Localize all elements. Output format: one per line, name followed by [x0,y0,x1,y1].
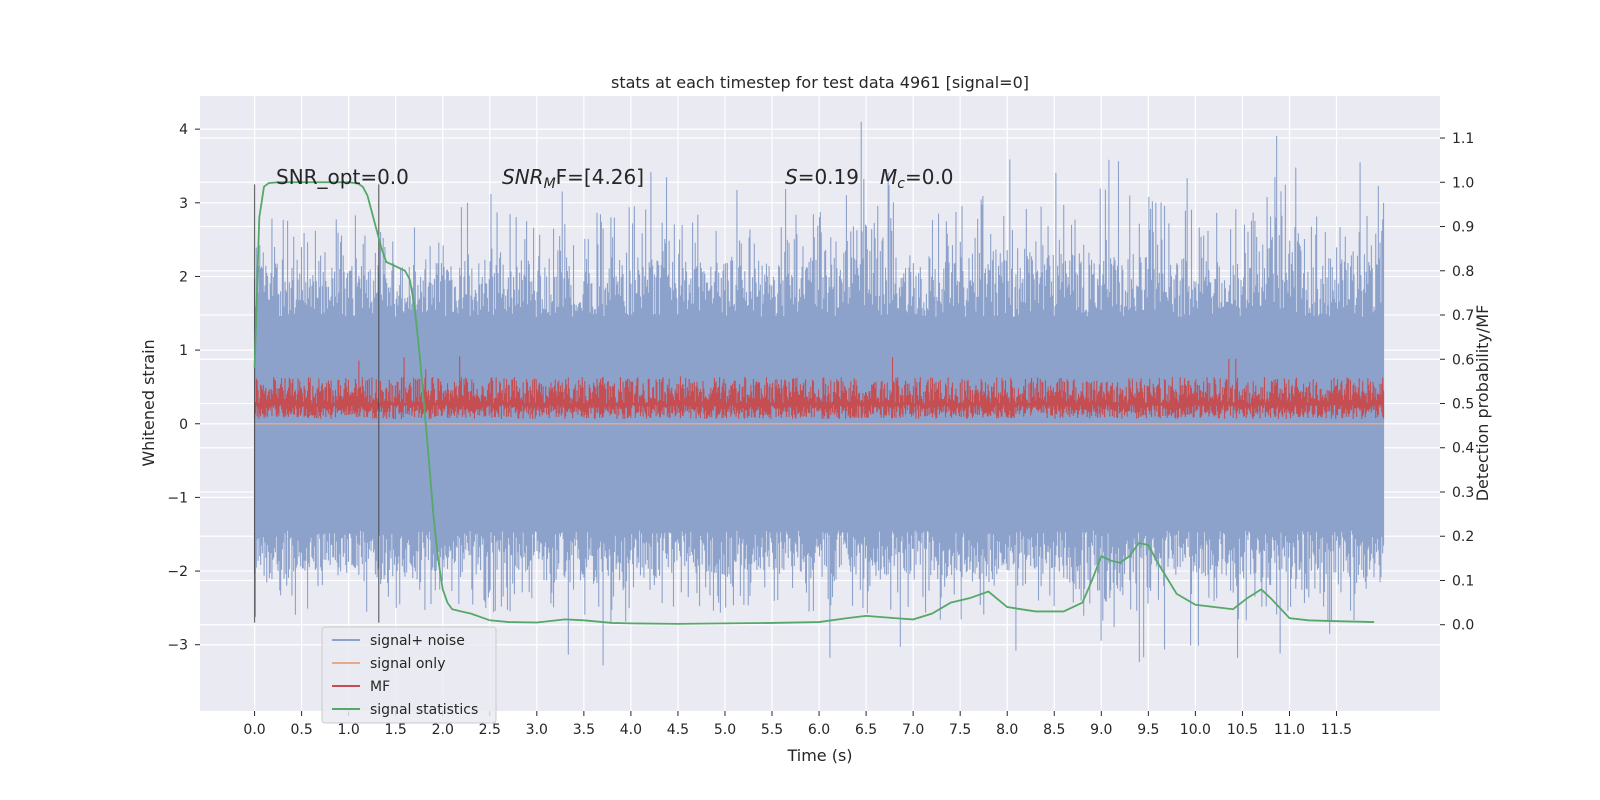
y-right-tick-label-10: 1.0 [1452,175,1474,191]
y-right-tick-label-5: 0.5 [1452,397,1474,413]
x-axis-title: Time (s) [786,746,852,765]
y-right-tick-label-6: 0.6 [1452,352,1474,368]
marker-lines [253,184,380,623]
x-tick-label-9: 4.5 [667,722,689,738]
x-tick-label-5: 2.5 [479,722,501,738]
x-tick-label-2: 1.0 [338,722,360,738]
annotation-snr-mf-main: SNR [502,165,544,189]
legend-label-signal-noise: signal+ noise [370,633,465,649]
x-tick-label-6: 3.0 [526,722,548,738]
legend-box [321,626,497,724]
annotation-mc-sub: c [897,176,905,192]
x-tick-label-16: 8.0 [996,722,1018,738]
x-tick-label-4: 2.0 [432,722,454,738]
x-tick-label-1: 0.5 [290,722,312,738]
x-tick-label-13: 6.5 [855,722,877,738]
x-tick-label-15: 7.5 [949,722,971,738]
signal-statistics-line [253,181,1375,625]
y-right-tick-label-2: 0.2 [1452,529,1474,545]
legend-label-mf: MF [370,679,390,695]
annotation-mc-rest: =0.0 [905,165,954,189]
y-right-tick-label-7: 0.7 [1452,308,1474,324]
annotation-snr-mf-rest: F=[4.26] [556,165,644,189]
x-tick-label-3: 1.5 [385,722,407,738]
legend: signal+ noise signal only MF signal stat… [321,626,497,724]
legend-label-signal-statistics: signal statistics [370,702,478,718]
annotation-snr-mf: SNRMF=[4.26] [502,165,644,192]
y-right-tick-label-4: 0.4 [1452,441,1474,457]
annotation-snr-mf-sub: M [544,176,556,192]
y-right-tick-label-1: 0.1 [1452,573,1474,589]
x-tick-label-22: 11.0 [1274,722,1305,738]
x-tick-label-8: 4.0 [620,722,642,738]
y-right-axis-title: Detection probability/MF [1473,305,1492,502]
y-left-axis-title: Whitened strain [139,339,158,466]
y-left-tick-label-5: 2 [179,269,188,285]
annotation-s-rest: =0.19 [798,165,859,189]
y-right-tick-label-11: 1.1 [1452,131,1474,147]
y-right-tick-label-3: 0.3 [1452,485,1474,501]
annotation-snr-opt: SNR_opt=0.0 [276,165,409,189]
y-right-tick-label-8: 0.8 [1452,264,1474,280]
annotation-s-main: S [785,165,798,189]
annotation-mc: Mc=0.0 [880,165,954,192]
x-tick-label-18: 9.0 [1090,722,1112,738]
x-tick-label-23: 11.5 [1321,722,1352,738]
y-right-tick-label-9: 0.9 [1452,220,1474,236]
tick-labels: 0.0 0.5 1.0 1.5 2.0 2.5 3.0 3.5 4.0 4.5 5.0 5.5 6.0 6… [167,122,1474,738]
x-tick-label-11: 5.5 [761,722,783,738]
x-tick-label-7: 3.5 [573,722,595,738]
x-tick-label-10: 5.0 [714,722,736,738]
series-signal-statistics [253,181,1375,625]
x-tick-label-14: 7.0 [902,722,924,738]
annotation-s: S=0.19 [785,165,859,189]
y-right-tick-label-0: 0.0 [1452,618,1474,634]
x-tick-label-19: 9.5 [1137,722,1159,738]
y-left-tick-label-4: 1 [179,343,188,359]
y-left-tick-label-7: 4 [179,122,188,138]
y-left-tick-label-0: −3 [167,638,188,654]
x-tick-label-17: 8.5 [1043,722,1065,738]
x-tick-label-20: 10.0 [1180,722,1211,738]
y-left-tick-label-6: 3 [179,196,188,212]
chart-title: stats at each timestep for test data 496… [611,73,1029,92]
annotation-mc-main: M [880,165,897,189]
x-tick-label-0: 0.0 [243,722,265,738]
y-left-tick-label-1: −2 [167,564,188,580]
legend-label-signal-only: signal only [370,656,445,672]
x-tick-label-12: 6.0 [808,722,830,738]
y-left-tick-label-3: 0 [179,417,188,433]
x-tick-label-21: 10.5 [1227,722,1258,738]
y-left-tick-label-2: −1 [167,490,188,506]
